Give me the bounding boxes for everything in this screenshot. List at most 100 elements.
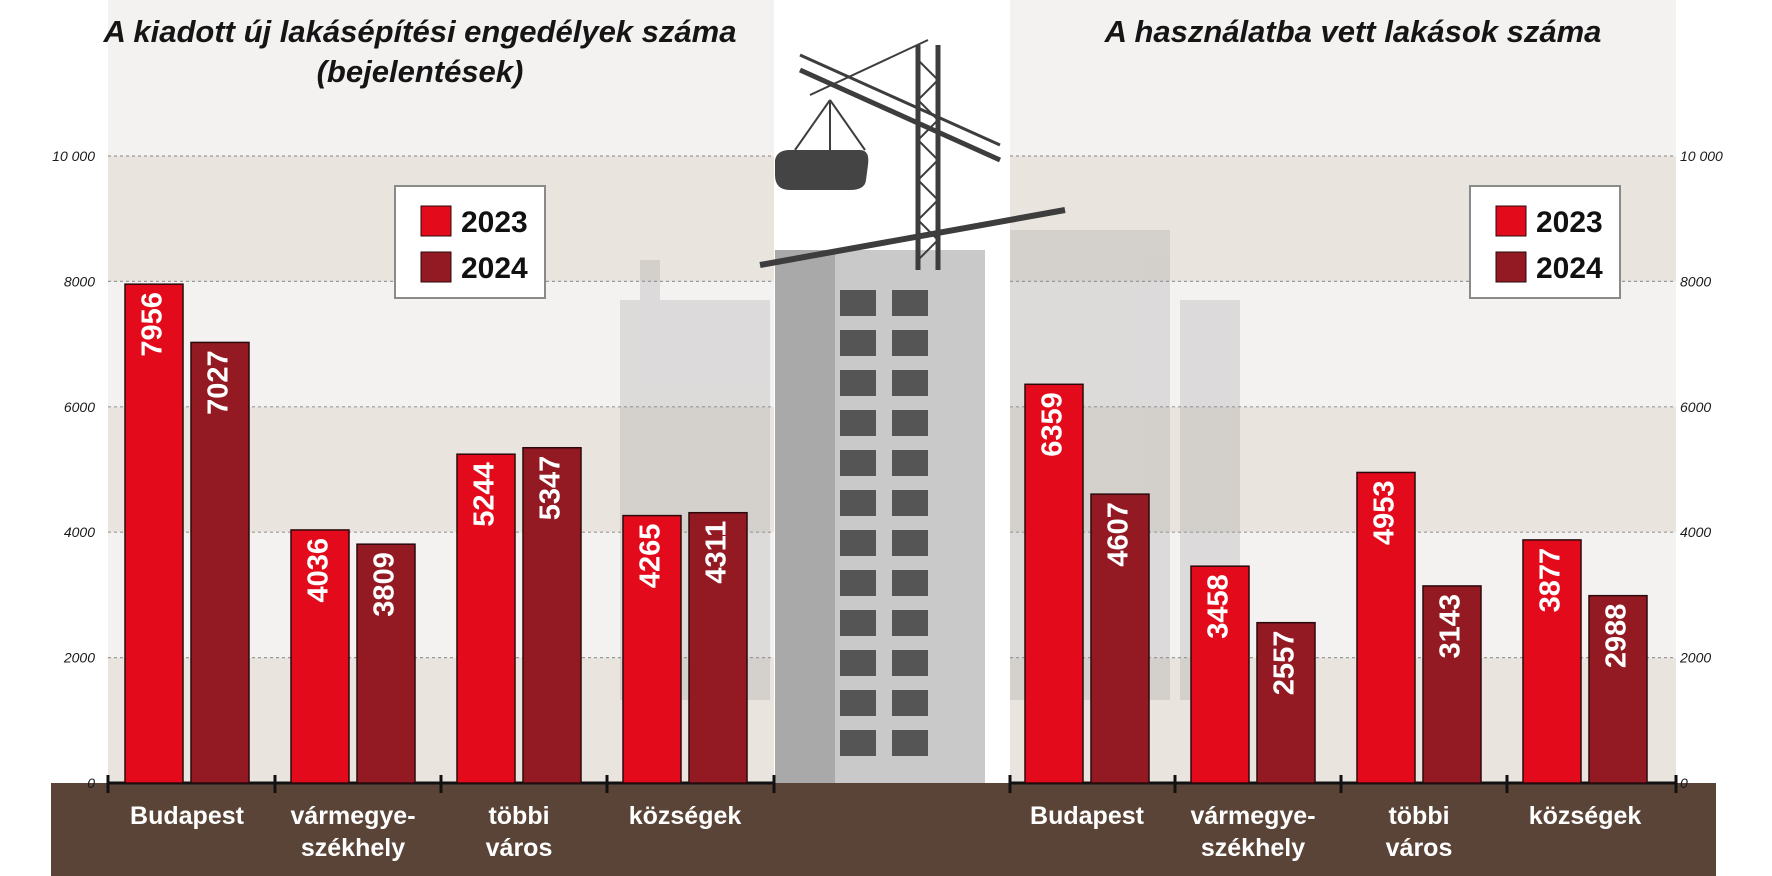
- bar-value-label: 3458: [1203, 574, 1235, 639]
- y-tick-label: 2000: [63, 650, 95, 666]
- building-window: [840, 610, 876, 636]
- x-category-label: vármegye-: [290, 802, 415, 830]
- construction-crane-illustration: [620, 39, 1240, 785]
- bar-value-label: 5244: [469, 462, 501, 527]
- bar-value-label: 5347: [535, 456, 567, 521]
- building-window: [892, 290, 928, 316]
- bar-2024: [1422, 585, 1482, 784]
- bar-2023: [124, 283, 184, 784]
- legend-swatch-2023: [1495, 205, 1527, 237]
- bar-value-label: 4311: [701, 521, 733, 584]
- crane: [759, 39, 1066, 270]
- building-window: [840, 290, 876, 316]
- building-under-construction: [775, 250, 985, 785]
- building-window: [892, 450, 928, 476]
- building-windows: [840, 290, 928, 756]
- legend-label-2024: 2024: [461, 252, 528, 285]
- building-window: [892, 650, 928, 676]
- y-tick-label: 10 000: [1680, 148, 1723, 164]
- building-window: [892, 690, 928, 716]
- legend-label-2023: 2023: [461, 206, 528, 239]
- bar-value-label: 3877: [1535, 548, 1567, 613]
- building-window: [892, 610, 928, 636]
- y-tick-label: 6000: [64, 399, 95, 415]
- legend-label-2024: 2024: [1536, 252, 1603, 285]
- building-window: [892, 730, 928, 756]
- x-category-label: községek: [629, 802, 742, 830]
- bar-2024: [190, 341, 250, 784]
- bar-value-label: 4265: [635, 524, 667, 589]
- bar-2024: [522, 446, 582, 784]
- x-category-label: Budapest: [1030, 802, 1145, 830]
- x-category-label: város: [486, 834, 553, 862]
- bar-value-label: 7956: [137, 292, 169, 357]
- x-category-label: községek: [1529, 802, 1642, 830]
- x-category-label: székhely: [1201, 834, 1305, 862]
- bar-2024: [1588, 594, 1648, 784]
- legend-label-2023: 2023: [1536, 206, 1603, 239]
- chart-title-line: (bejelentések): [317, 54, 524, 89]
- bar-2023: [622, 514, 682, 784]
- building-window: [892, 370, 928, 396]
- x-category-label: többi: [1388, 802, 1449, 830]
- y-tick-label: 0: [87, 775, 95, 791]
- bar-2023: [456, 453, 516, 784]
- building-window: [840, 490, 876, 516]
- legend-box: [1469, 185, 1621, 299]
- y-tick-label: 0: [1680, 775, 1688, 791]
- legend-swatch-2024: [420, 251, 452, 283]
- bar-2023: [1522, 539, 1582, 784]
- building-window: [892, 330, 928, 356]
- bar-2024: [1256, 621, 1316, 784]
- y-tick-label: 2000: [1679, 650, 1711, 666]
- bar-value-label: 3809: [369, 552, 401, 617]
- axes: 0 2000 4000 6000 8000 10 000 Budapest vármegye-…: [52, 148, 1723, 862]
- building-window: [840, 450, 876, 476]
- x-category-label: székhely: [301, 834, 405, 862]
- bar-value-label: 6359: [1037, 392, 1069, 457]
- ground-strip: [51, 783, 1716, 876]
- bar-value-label: 4036: [303, 538, 335, 603]
- y-tick-label: 4000: [64, 524, 95, 540]
- y-tick-label: 4000: [1680, 524, 1711, 540]
- x-category-label: Budapest: [130, 802, 245, 830]
- legend-swatch-2024: [1495, 251, 1527, 283]
- bar-2023: [290, 529, 350, 784]
- x-category-label: vármegye-: [1190, 802, 1315, 830]
- crane-load: [775, 150, 869, 190]
- bar-2024: [356, 543, 416, 784]
- building-window: [840, 330, 876, 356]
- bar-value-label: 2557: [1269, 631, 1301, 696]
- bar-value-label: 4607: [1103, 502, 1135, 567]
- building-window: [840, 530, 876, 556]
- building-window: [840, 730, 876, 756]
- building-window: [840, 410, 876, 436]
- bar-value-label: 7027: [203, 350, 235, 415]
- y-tick-label: 8000: [64, 273, 95, 289]
- building-window: [892, 490, 928, 516]
- legend-swatch-2023: [420, 205, 452, 237]
- building-window: [840, 650, 876, 676]
- bar-value-label: 2988: [1601, 604, 1633, 669]
- legend-box: [394, 185, 546, 299]
- building-window: [840, 370, 876, 396]
- chart-titles: A kiadott új lakásépítési engedélyek szá…: [103, 14, 1602, 89]
- x-category-label: város: [1386, 834, 1453, 862]
- bar-value-label: 3143: [1435, 594, 1467, 659]
- chart-title-line: A használatba vett lakások száma: [1104, 14, 1602, 49]
- building-window: [892, 410, 928, 436]
- bar-2023: [1190, 565, 1250, 784]
- building-window: [840, 690, 876, 716]
- building-window: [892, 570, 928, 596]
- bar-value-label: 4953: [1369, 480, 1401, 545]
- y-tick-label: 6000: [1680, 399, 1711, 415]
- bar-2023: [1356, 471, 1416, 784]
- x-category-label: többi: [488, 802, 549, 830]
- legends: 2023 2024 2023 2024: [394, 185, 1621, 299]
- bar-2024: [1090, 493, 1150, 784]
- bar-2023: [1024, 383, 1084, 784]
- y-tick-label: 8000: [1680, 273, 1711, 289]
- building-window: [840, 570, 876, 596]
